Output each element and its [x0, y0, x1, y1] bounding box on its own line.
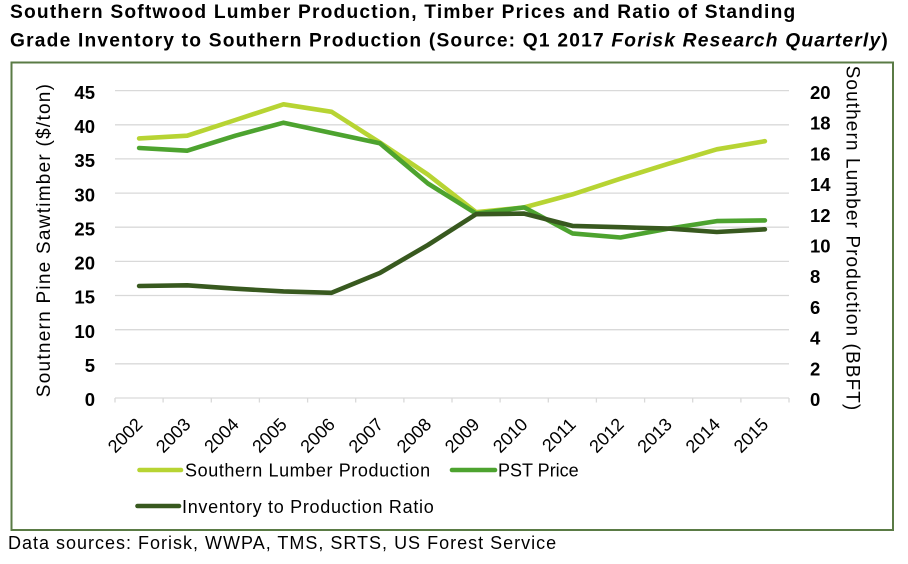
svg-text:8: 8 — [810, 266, 820, 287]
svg-text:45: 45 — [74, 82, 95, 103]
svg-text:Southern Softwood Lumber Produ: Southern Softwood Lumber Production, Tim… — [10, 2, 796, 23]
svg-text:25: 25 — [74, 218, 95, 239]
svg-text:12: 12 — [810, 205, 831, 226]
svg-text:0: 0 — [810, 389, 820, 410]
svg-text:Soutnern Pine Sawtimber ($/ton: Soutnern Pine Sawtimber ($/ton) — [34, 83, 55, 397]
svg-text:Southern Lumber Production (BB: Southern Lumber Production (BBFT) — [842, 66, 863, 412]
svg-text:Data sources: Forisk, WWPA, TM: Data sources: Forisk, WWPA, TMS, SRTS, U… — [8, 533, 557, 553]
svg-text:20: 20 — [74, 253, 95, 274]
svg-text:Inventory to Production Ratio: Inventory to Production Ratio — [182, 497, 434, 517]
svg-text:2: 2 — [810, 359, 820, 380]
svg-text:0: 0 — [85, 389, 95, 410]
svg-text:14: 14 — [810, 174, 831, 195]
svg-text:40: 40 — [74, 116, 95, 137]
svg-text:Grade Inventory to Southern Pr: Grade Inventory to Southern Production (… — [10, 30, 889, 51]
svg-text:30: 30 — [74, 184, 95, 205]
svg-text:16: 16 — [810, 143, 831, 164]
svg-text:18: 18 — [810, 113, 831, 134]
svg-text:6: 6 — [810, 297, 820, 318]
svg-text:15: 15 — [74, 287, 95, 308]
svg-text:35: 35 — [74, 150, 95, 171]
svg-text:4: 4 — [810, 328, 821, 349]
svg-text:Southern Lumber Production: Southern Lumber Production — [185, 461, 431, 481]
svg-text:10: 10 — [74, 321, 95, 342]
svg-text:PST Price: PST Price — [498, 461, 579, 481]
svg-text:5: 5 — [85, 355, 95, 376]
svg-text:10: 10 — [810, 236, 831, 257]
svg-text:20: 20 — [810, 82, 831, 103]
